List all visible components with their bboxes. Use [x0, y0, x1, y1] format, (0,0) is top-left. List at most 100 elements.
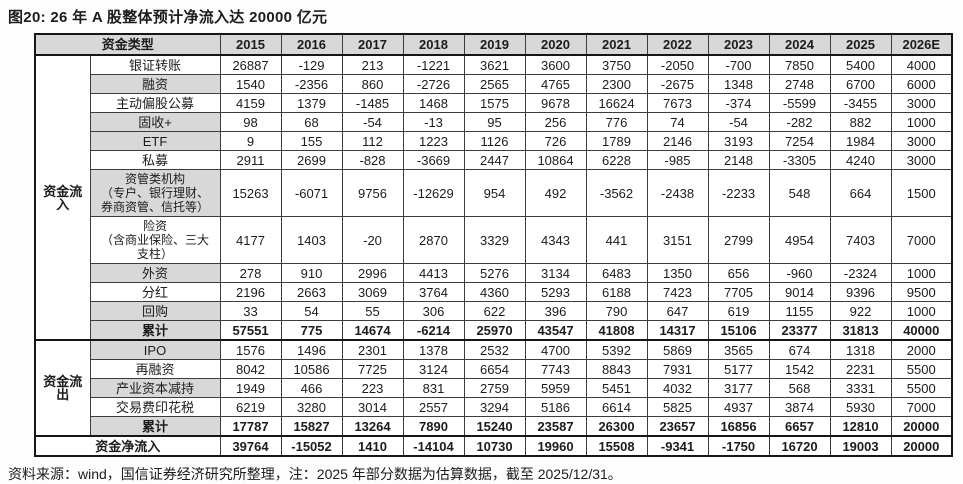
- value-cell: 5400: [829, 54, 892, 75]
- value-cell: 54: [280, 301, 343, 321]
- value-cell: 2148: [707, 150, 770, 170]
- value-cell: 4413: [402, 263, 465, 283]
- value-cell: -2050: [646, 54, 709, 75]
- value-cell: 15508: [585, 435, 648, 457]
- value-cell: 1468: [402, 93, 465, 113]
- value-cell: -2324: [829, 263, 892, 283]
- value-cell: 6483: [585, 263, 648, 283]
- value-cell: 466: [280, 378, 343, 398]
- value-cell: 33: [219, 301, 282, 321]
- value-cell: 16624: [585, 93, 648, 113]
- value-cell: 3621: [463, 54, 526, 75]
- value-cell: 1500: [890, 169, 953, 217]
- value-cell: 9014: [768, 282, 831, 302]
- value-cell: 15827: [280, 416, 343, 437]
- value-cell: 2000: [890, 339, 953, 360]
- row-label-cell: 产业资本减持: [89, 378, 221, 398]
- figure-caption: 图20: 26 年 A 股整体预计净流入达 20000 亿元: [8, 9, 328, 26]
- row-label-cell: 分红: [89, 282, 221, 302]
- value-cell: 2699: [280, 150, 343, 170]
- value-cell: 441: [585, 216, 648, 264]
- value-cell: 43547: [524, 320, 587, 341]
- value-cell: 3565: [707, 339, 770, 360]
- value-cell: 23657: [646, 416, 709, 437]
- value-cell: 74: [646, 112, 709, 132]
- value-cell: 20000: [890, 416, 953, 437]
- value-cell: 1379: [280, 93, 343, 113]
- value-cell: 41808: [585, 320, 648, 341]
- value-cell: 306: [402, 301, 465, 321]
- row-label-cell: 主动偏股公募: [89, 93, 221, 113]
- value-cell: -282: [768, 112, 831, 132]
- table-row: 资金流入 银证转账 26887 -129 213 -1221 3621 3600 3750 -20…: [34, 54, 953, 341]
- value-cell: 1789: [585, 131, 648, 151]
- value-cell: 6654: [463, 359, 526, 379]
- value-cell: -3305: [768, 150, 831, 170]
- value-cell: 3000: [890, 150, 953, 170]
- table-row: 固收+ 98 68 -54 -13 95 256 776 74 -54 -282 882 1000: [35, 112, 953, 132]
- value-cell: 98: [219, 112, 282, 132]
- value-cell: -13: [402, 112, 465, 132]
- value-cell: 622: [463, 301, 526, 321]
- value-cell: 1155: [768, 301, 831, 321]
- table-row: 融资 1540 -2356 860 -2726 2565 4765 2300 -2675 1348…: [35, 74, 953, 94]
- value-cell: 1350: [646, 263, 709, 283]
- table-row: 回购 33 54 55 306 622 396 790 647 619 1155 922 1000: [35, 301, 953, 321]
- value-cell: 2196: [219, 282, 282, 302]
- value-cell: 1496: [280, 339, 343, 360]
- year-column-header: 2015: [219, 33, 282, 56]
- value-cell: 2748: [768, 74, 831, 94]
- value-cell: 55: [341, 301, 404, 321]
- value-cell: 775: [280, 320, 343, 341]
- row-label-cell: 外资: [89, 263, 221, 283]
- row-label-cell: 融资: [89, 74, 221, 94]
- value-cell: -54: [341, 112, 404, 132]
- value-cell: 1542: [768, 359, 831, 379]
- value-cell: 2870: [402, 216, 465, 264]
- value-cell: 3151: [646, 216, 709, 264]
- row-label-cell: ETF: [89, 131, 221, 151]
- fund-flow-table: 资金类型 2015 2016 2017 2018 2019 2020 2021 2022 2023…: [34, 33, 954, 457]
- value-cell: 7850: [768, 54, 831, 75]
- value-cell: 726: [524, 131, 587, 151]
- value-cell: 1318: [829, 339, 892, 360]
- value-cell: 9396: [829, 282, 892, 302]
- table-body: 资金流入 银证转账 26887 -129 213 -1221 3621 3600 3750 -20…: [34, 54, 953, 457]
- value-cell: -960: [768, 263, 831, 283]
- value-cell: 1126: [463, 131, 526, 151]
- row-label-cell: 交易费印花税: [89, 397, 221, 417]
- value-cell: 664: [829, 169, 892, 217]
- value-cell: 213: [341, 54, 404, 75]
- value-cell: -6214: [402, 320, 465, 341]
- value-cell: 619: [707, 301, 770, 321]
- value-cell: -1750: [707, 435, 770, 457]
- value-cell: 4032: [646, 378, 709, 398]
- value-cell: 1949: [219, 378, 282, 398]
- row-label-cell: 险资 （含商业保险、三大 支柱）: [89, 216, 221, 264]
- value-cell: 4360: [463, 282, 526, 302]
- value-cell: 568: [768, 378, 831, 398]
- row-label-cell: 累计: [89, 416, 221, 437]
- year-column-header: 2018: [402, 33, 465, 56]
- value-cell: 7725: [341, 359, 404, 379]
- value-cell: 31813: [829, 320, 892, 341]
- value-cell: -3669: [402, 150, 465, 170]
- value-cell: 10864: [524, 150, 587, 170]
- value-cell: 9500: [890, 282, 953, 302]
- value-cell: -2675: [646, 74, 709, 94]
- value-cell: 12810: [829, 416, 892, 437]
- value-cell: 3600: [524, 54, 587, 75]
- value-cell: 2557: [402, 397, 465, 417]
- value-cell: 39764: [219, 435, 282, 457]
- value-cell: -3562: [585, 169, 648, 217]
- value-cell: 5186: [524, 397, 587, 417]
- value-cell: -9341: [646, 435, 709, 457]
- value-cell: 647: [646, 301, 709, 321]
- value-cell: 14674: [341, 320, 404, 341]
- value-cell: 23377: [768, 320, 831, 341]
- table-row: 险资 （含商业保险、三大 支柱） 4177 1403 -20 2870 3329 4343 4…: [35, 216, 953, 264]
- group-label-cell: 资金流入: [34, 54, 91, 341]
- value-cell: 1410: [341, 435, 404, 457]
- value-cell: 4000: [890, 54, 953, 75]
- value-cell: 2301: [341, 339, 404, 360]
